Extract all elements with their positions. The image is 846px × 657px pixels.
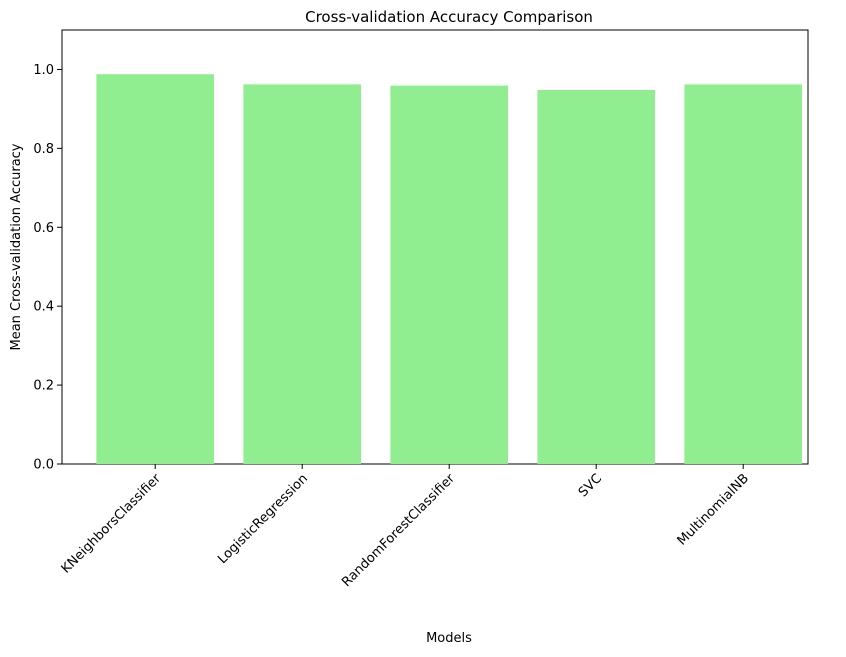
x-tick-label: MultinomialNB — [675, 471, 752, 548]
x-tick-label: KNeighborsClassifier — [59, 471, 165, 577]
y-tick-label: 0.2 — [33, 379, 54, 394]
bars-layer — [96, 74, 802, 465]
x-axis-label: Models — [426, 631, 472, 646]
x-tick-label: RandomForestClassifier — [339, 471, 458, 590]
y-tick-label: 1.0 — [33, 63, 54, 78]
bar-kneighborsclassifier — [96, 74, 214, 464]
bar-randomforestclassifier — [390, 85, 508, 464]
bar-logisticregression — [243, 84, 361, 465]
bar-svc — [537, 90, 655, 464]
bar-multinomialnb — [684, 84, 802, 465]
x-axis: KNeighborsClassifier LogisticRegression Ra… — [59, 464, 752, 590]
x-tick-label: SVC — [576, 471, 605, 500]
y-tick-label: 0.6 — [33, 221, 54, 236]
y-tick-label: 0.8 — [33, 142, 54, 157]
y-axis: 0.0 0.2 0.4 0.6 0.8 1.0 — [33, 63, 62, 473]
y-tick-label: 0.4 — [33, 300, 54, 315]
chart-title: Cross-validation Accuracy Comparison — [305, 8, 593, 26]
y-tick-label: 0.0 — [33, 458, 54, 473]
x-tick-label: LogisticRegression — [215, 471, 311, 567]
y-axis-label: Mean Cross-validation Accuracy — [9, 143, 24, 350]
